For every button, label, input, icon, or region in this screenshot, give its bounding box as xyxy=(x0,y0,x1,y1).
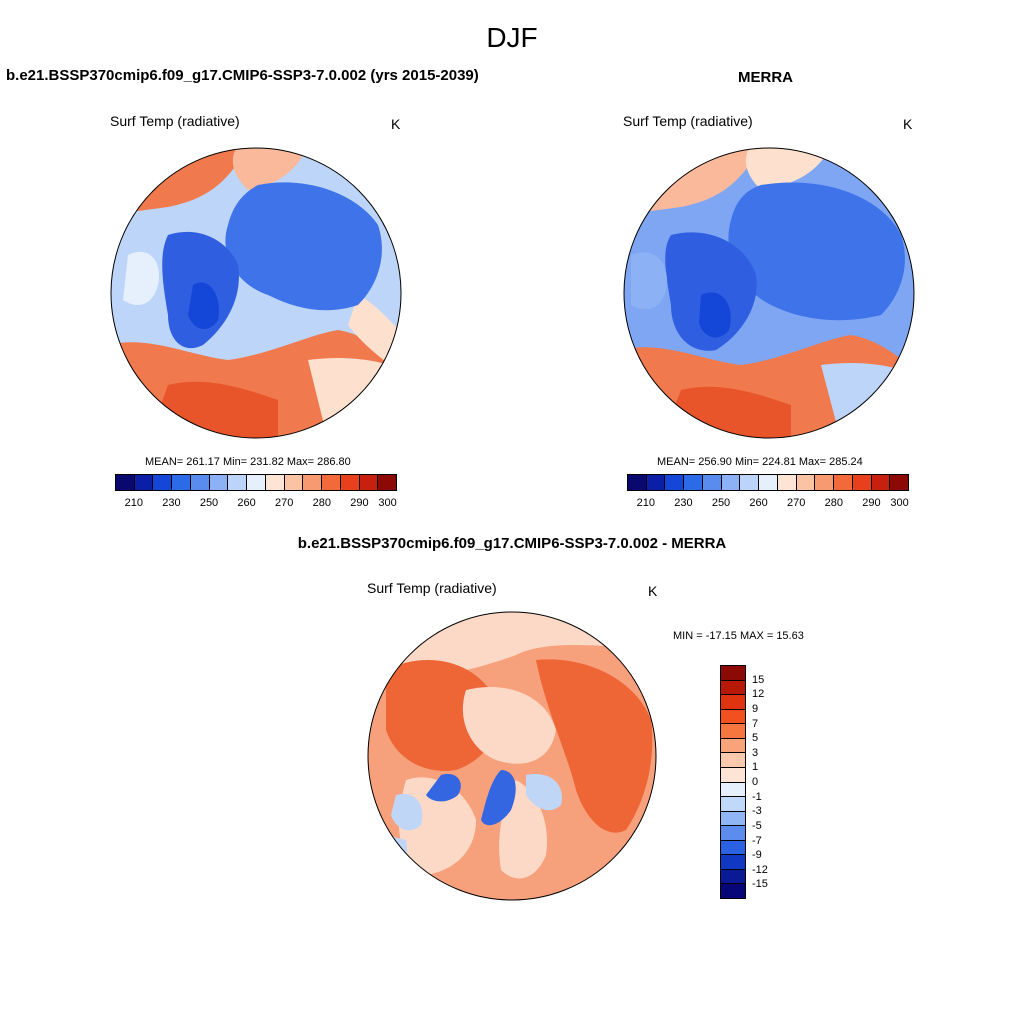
left-panel-title: b.e21.BSSP370cmip6.f09_g17.CMIP6-SSP3-7.… xyxy=(6,67,479,84)
colorbar-tick-label: 1 xyxy=(752,761,759,774)
colorbar-swatch xyxy=(871,475,891,490)
left-colorbar xyxy=(115,474,397,491)
colorbar-swatch xyxy=(628,475,647,490)
colorbar-swatch xyxy=(721,811,745,827)
colorbar-tick-label: 7 xyxy=(752,717,759,730)
colorbar-tick-label: -12 xyxy=(752,863,768,876)
colorbar-swatch xyxy=(116,475,135,490)
colorbar-tick-label: 290 xyxy=(350,497,369,509)
diff-stats: MIN = -17.15 MAX = 15.63 xyxy=(673,630,804,642)
colorbar-tick-label: -9 xyxy=(752,849,762,862)
colorbar-swatch xyxy=(721,855,745,870)
colorbar-swatch xyxy=(721,666,745,681)
colorbar-swatch xyxy=(340,475,360,490)
colorbar-swatch xyxy=(721,797,745,812)
colorbar-tick-label: 9 xyxy=(752,702,759,715)
colorbar-tick-label: 270 xyxy=(787,497,806,509)
colorbar-swatch xyxy=(172,475,191,490)
colorbar-swatch xyxy=(646,475,666,490)
colorbar-tick-label: -1 xyxy=(752,790,762,803)
colorbar-tick-label: 260 xyxy=(237,497,256,509)
colorbar-tick-label: 15 xyxy=(752,673,765,686)
right-units-label: K xyxy=(903,116,913,132)
right-colorbar xyxy=(627,474,909,491)
right-variable-label: Surf Temp (radiative) xyxy=(623,113,753,129)
colorbar-tick-label: 250 xyxy=(711,497,731,509)
colorbar-tick-label: 0 xyxy=(752,776,759,788)
colorbar-swatch xyxy=(890,475,909,490)
left-stats: MEAN= 261.17 Min= 231.82 Max= 286.80 xyxy=(145,456,351,468)
left-variable-label: Surf Temp (radiative) xyxy=(110,113,240,129)
colorbar-swatch xyxy=(322,475,341,490)
colorbar-swatch xyxy=(190,475,210,490)
colorbar-swatch xyxy=(721,695,745,710)
colorbar-swatch xyxy=(721,767,745,783)
colorbar-swatch xyxy=(721,724,745,739)
right-stats: MEAN= 256.90 Min= 224.81 Max= 285.24 xyxy=(657,456,863,468)
colorbar-swatch xyxy=(284,475,304,490)
colorbar-swatch xyxy=(777,475,797,490)
colorbar-swatch xyxy=(721,826,745,841)
colorbar-swatch xyxy=(721,475,741,490)
colorbar-swatch xyxy=(665,475,685,490)
diff-panel-title: b.e21.BSSP370cmip6.f09_g17.CMIP6-SSP3-7.… xyxy=(297,535,727,552)
colorbar-tick-label: 300 xyxy=(378,497,397,509)
colorbar-tick-label: 250 xyxy=(199,497,219,509)
right-panel-title: MERRA xyxy=(738,69,793,86)
diff-units-label: K xyxy=(648,583,658,599)
colorbar-swatch xyxy=(721,782,745,798)
colorbar-swatch xyxy=(721,840,745,856)
colorbar-swatch xyxy=(721,738,745,754)
colorbar-swatch xyxy=(721,709,745,725)
colorbar-swatch xyxy=(721,869,745,885)
colorbar-swatch xyxy=(759,475,778,490)
colorbar-swatch xyxy=(702,475,722,490)
main-title: DJF xyxy=(486,22,538,53)
colorbar-tick-label: 290 xyxy=(862,497,881,509)
colorbar-swatch xyxy=(247,475,266,490)
colorbar-swatch xyxy=(721,753,745,768)
colorbar-tick-label: 12 xyxy=(752,688,765,701)
left-polar-map xyxy=(110,147,402,439)
colorbar-swatch xyxy=(815,475,835,490)
diff-variable-label: Surf Temp (radiative) xyxy=(367,580,497,596)
colorbar-tick-label: 280 xyxy=(312,497,331,509)
colorbar-swatch xyxy=(684,475,703,490)
colorbar-swatch xyxy=(209,475,229,490)
colorbar-swatch xyxy=(134,475,154,490)
colorbar-tick-label: -5 xyxy=(752,819,762,832)
right-polar-map xyxy=(623,147,915,439)
colorbar-tick-label: 280 xyxy=(824,497,843,509)
colorbar-tick-label: 210 xyxy=(636,497,655,509)
diff-polar-map xyxy=(367,611,657,901)
colorbar-swatch xyxy=(228,475,248,490)
colorbar-tick-label: 300 xyxy=(890,497,909,509)
colorbar-swatch xyxy=(303,475,323,490)
colorbar-tick-label: -3 xyxy=(752,805,762,818)
colorbar-swatch xyxy=(378,475,397,490)
colorbar-tick-label: 3 xyxy=(752,746,759,759)
colorbar-tick-label: 230 xyxy=(674,497,693,509)
colorbar-swatch xyxy=(721,680,745,696)
colorbar-tick-label: -7 xyxy=(752,834,762,847)
colorbar-swatch xyxy=(721,884,745,898)
colorbar-swatch xyxy=(740,475,760,490)
colorbar-tick-label: 230 xyxy=(162,497,181,509)
colorbar-tick-label: 270 xyxy=(275,497,294,509)
left-units-label: K xyxy=(391,116,401,132)
colorbar-tick-label: 5 xyxy=(752,732,759,745)
colorbar-tick-label: 210 xyxy=(124,497,143,509)
colorbar-tick-label: -15 xyxy=(752,878,768,891)
colorbar-tick-label: 260 xyxy=(749,497,768,509)
diff-colorbar xyxy=(720,665,746,899)
colorbar-swatch xyxy=(359,475,379,490)
colorbar-swatch xyxy=(834,475,853,490)
colorbar-swatch xyxy=(852,475,872,490)
colorbar-swatch xyxy=(265,475,285,490)
colorbar-swatch xyxy=(796,475,816,490)
colorbar-swatch xyxy=(153,475,173,490)
